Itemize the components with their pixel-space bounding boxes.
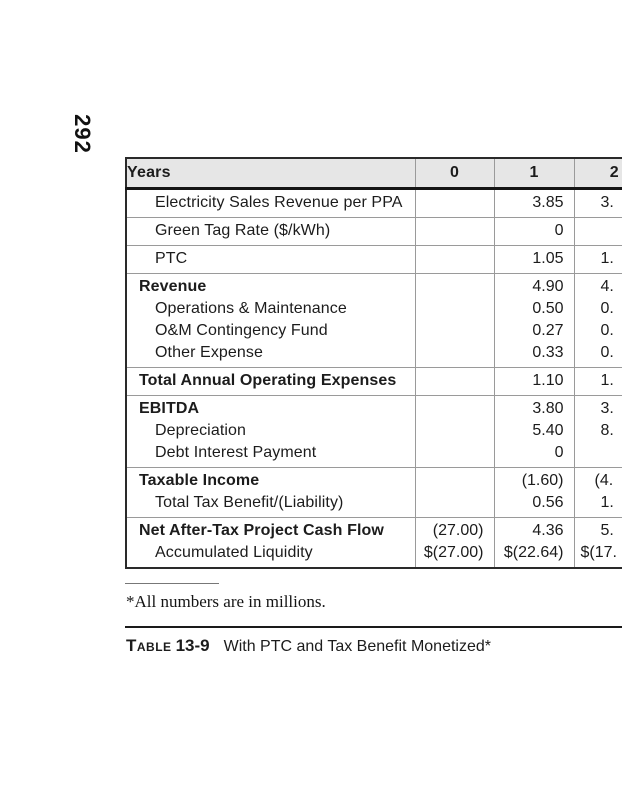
cell-value: [416, 220, 494, 242]
row-label: O&M Contingency Fund: [155, 322, 328, 339]
page-number: 292: [70, 114, 95, 154]
table-row-group: Taxable Income Total Tax Benefit/(Liabil…: [126, 467, 622, 518]
cell-value: (1.60): [521, 472, 564, 489]
row-label: Operations & Maintenance: [155, 300, 347, 317]
header-year-2: 2: [573, 158, 622, 190]
caption-table-number: 13-9: [175, 636, 210, 655]
cell-value: [575, 220, 622, 242]
header-years: Years: [126, 158, 415, 190]
table-header-row: Years 0 1 2: [126, 158, 622, 190]
table-row: Electricity Sales Revenue per PPA 3.85 3…: [126, 188, 622, 218]
cell-value: [416, 192, 494, 214]
cell-value: [416, 370, 494, 392]
table-row: Total Annual Operating Expenses 1.10 1.: [126, 367, 622, 396]
row-label: Depreciation: [155, 422, 247, 439]
cell-value: [416, 420, 494, 442]
table-row: Green Tag Rate ($/kWh) 0: [126, 217, 622, 246]
row-label: EBITDA: [139, 400, 200, 417]
cell-value: 0: [554, 444, 564, 461]
cell-value: 4.: [600, 278, 614, 295]
table-row: PTC 1.05 1.: [126, 245, 622, 274]
table-row-group: Revenue Operations & Maintenance O&M Con…: [126, 273, 622, 368]
cell-value: 1.05: [532, 250, 564, 267]
row-label: Green Tag Rate ($/kWh): [155, 222, 331, 239]
row-label: Total Tax Benefit/(Liability): [155, 494, 344, 511]
financial-table: Years 0 1 2 Electricity Sales Revenue pe…: [125, 157, 622, 569]
cell-value: 3.: [600, 400, 614, 417]
cell-value: 0.33: [532, 344, 564, 361]
cell-value: $(17.: [580, 544, 617, 561]
row-label: Debt Interest Payment: [155, 444, 317, 461]
caption-table-label: Table: [126, 636, 172, 655]
cell-value: 0.56: [532, 494, 564, 511]
cell-value: $(27.00): [423, 544, 484, 561]
cell-value: [416, 248, 494, 270]
cell-value: 5.40: [532, 422, 564, 439]
cell-value: 0: [554, 222, 564, 239]
row-label: PTC: [155, 250, 188, 267]
cell-value: 0.27: [532, 322, 564, 339]
table-row-group: EBITDA Depreciation Debt Interest Paymen…: [126, 395, 622, 468]
cell-value: 1.: [600, 250, 614, 267]
row-label: Other Expense: [155, 344, 264, 361]
caption-divider: [125, 626, 622, 628]
cell-value: 8.: [600, 422, 614, 439]
cell-value: 0.: [600, 300, 614, 317]
cell-value: (4.: [594, 472, 614, 489]
table-row-group: Net After-Tax Project Cash Flow Accumula…: [126, 517, 622, 568]
row-label: Taxable Income: [139, 472, 260, 489]
cell-value: 0.: [600, 322, 614, 339]
cell-value: $(22.64): [503, 544, 564, 561]
header-year-0: 0: [414, 158, 494, 190]
caption-title: With PTC and Tax Benefit Monetized*: [223, 638, 491, 655]
row-label: Revenue: [139, 278, 207, 295]
financial-table-container: Years 0 1 2 Electricity Sales Revenue pe…: [125, 157, 622, 569]
cell-value: 1.10: [532, 372, 564, 389]
footnote-text: *All numbers are in millions.: [126, 592, 326, 611]
cell-value: 3.80: [532, 400, 564, 417]
cell-value: [416, 470, 494, 492]
cell-value: 5.: [600, 522, 614, 539]
cell-value: [416, 276, 494, 298]
cell-value: 3.: [600, 194, 614, 211]
cell-value: [575, 442, 622, 464]
cell-value: 1.: [600, 494, 614, 511]
cell-value: 1.: [600, 372, 614, 389]
cell-value: 4.36: [532, 522, 564, 539]
table-caption: Table 13-9 With PTC and Tax Benefit Moneti…: [126, 636, 491, 656]
row-label: Accumulated Liquidity: [155, 544, 313, 561]
cell-value: [416, 320, 494, 342]
header-year-1: 1: [493, 158, 574, 190]
cell-value: [416, 442, 494, 464]
cell-value: (27.00): [432, 522, 484, 539]
cell-value: [416, 298, 494, 320]
cell-value: [416, 398, 494, 420]
row-label: Electricity Sales Revenue per PPA: [155, 194, 403, 211]
row-label: Net After-Tax Project Cash Flow: [139, 522, 384, 539]
cell-value: 0.50: [532, 300, 564, 317]
cell-value: 0.: [600, 344, 614, 361]
row-label: Total Annual Operating Expenses: [139, 372, 397, 389]
cell-value: 4.90: [532, 278, 564, 295]
footnote-divider: [125, 583, 219, 584]
cell-value: [416, 342, 494, 364]
cell-value: [416, 492, 494, 514]
cell-value: 3.85: [532, 194, 564, 211]
